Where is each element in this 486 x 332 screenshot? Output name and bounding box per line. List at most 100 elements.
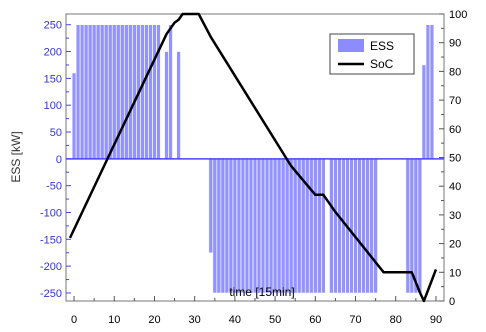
x-axis: 0 10 20 30 40 50 60 70 80 90: [71, 296, 442, 326]
ess-bar: [124, 24, 129, 160]
ess-bar: [128, 24, 133, 160]
ess-bar: [333, 158, 338, 294]
ess-bar: [373, 158, 378, 294]
x-tick-label: 0: [71, 314, 77, 326]
legend-label-ess: ESS: [370, 39, 394, 53]
y-axis-right: 0 10 20 30 40 50 60 70 80 90 100: [439, 9, 467, 308]
x-tick-label: 90: [430, 314, 442, 326]
y-tick-label: 50: [50, 127, 62, 139]
ess-bar: [252, 158, 258, 294]
legend-label-soc: SoC: [370, 57, 394, 71]
ess-bar: [96, 24, 101, 160]
ess-bar: [176, 51, 181, 160]
y-axis-label: ESS [kW]: [9, 131, 23, 182]
ess-bar: [236, 158, 241, 294]
ess-bar: [357, 158, 362, 294]
x-tick-label: 10: [108, 314, 120, 326]
ess-bar: [413, 158, 418, 294]
ess-bar: [248, 158, 254, 294]
ess-bar: [208, 158, 213, 253]
ess-bar: [132, 24, 137, 160]
ess-bar: [277, 158, 282, 294]
ess-bar: [417, 158, 422, 294]
ess-bar: [92, 24, 97, 160]
ess-bar: [305, 158, 310, 294]
y2-tick-label: 60: [449, 124, 461, 136]
ess-bar: [140, 24, 145, 160]
ess-bar: [349, 158, 354, 294]
ess-bar: [120, 24, 125, 160]
x-tick-label: 70: [349, 314, 361, 326]
y-axis-left: -250 -200 -150 -100 -50 0 50 100 150 200 250: [40, 20, 71, 300]
y2-tick-label: 30: [449, 210, 461, 222]
y-tick-label: 250: [44, 20, 62, 32]
y2-tick-label: 40: [449, 181, 461, 193]
ess-bar: [341, 158, 346, 294]
y-tick-label: 150: [44, 73, 62, 85]
ess-bar: [309, 158, 314, 294]
ess-bar: [260, 158, 266, 294]
x-tick-label: 50: [269, 314, 281, 326]
ess-bar: [293, 158, 298, 294]
ess-bar: [273, 158, 278, 294]
x-tick-label: 80: [390, 314, 402, 326]
y-tick-label: -50: [46, 181, 62, 193]
y-tick-label: -250: [40, 288, 62, 300]
ess-bar: [164, 51, 169, 160]
ess-bar: [152, 24, 157, 160]
y-tick-label: -150: [40, 234, 62, 246]
ess-bar: [285, 158, 290, 294]
ess-bar: [80, 24, 85, 160]
ess-bar: [313, 158, 318, 294]
y2-tick-label: 20: [449, 239, 461, 251]
ess-bar: [100, 24, 105, 160]
ess-bar: [104, 24, 109, 160]
legend: ESS SoC: [329, 33, 415, 75]
y2-tick-label: 100: [449, 9, 467, 21]
ess-bar: [244, 158, 250, 294]
soc-line: [68, 12, 438, 303]
ess-bar: [365, 158, 370, 294]
y-tick-label: 200: [44, 47, 62, 59]
ess-bar: [361, 158, 366, 294]
ess-bar: [224, 158, 229, 294]
ess-bar: [425, 24, 430, 160]
legend-swatch-ess: [338, 39, 364, 52]
ess-bar: [112, 24, 117, 160]
ess-bar: [317, 158, 322, 294]
ess-bar: [71, 72, 77, 160]
ess-bar: [369, 158, 374, 294]
ess-bar: [269, 158, 274, 294]
ess-bar: [88, 24, 93, 160]
ess-bar: [232, 158, 237, 294]
ess-bar: [265, 158, 270, 294]
y2-tick-label: 50: [449, 153, 461, 165]
ess-bar: [144, 24, 149, 160]
ess-bar: [429, 24, 434, 160]
ess-bar: [337, 158, 342, 294]
y-tick-label: -200: [40, 261, 62, 273]
x-tick-label: 20: [148, 314, 160, 326]
ess-bar: [84, 24, 89, 160]
x-tick-label: 30: [189, 314, 201, 326]
ess-bar: [289, 158, 294, 294]
ess-bar: [256, 158, 262, 294]
ess-bar: [353, 158, 358, 294]
ess-bar: [421, 64, 426, 160]
x-tick-label: 60: [309, 314, 321, 326]
y-tick-label: 100: [44, 100, 62, 112]
ess-bar: [156, 24, 161, 160]
y2-tick-label: 90: [449, 38, 461, 50]
ess-bar: [148, 24, 153, 160]
ess-bar: [108, 24, 113, 160]
ess-bar: [168, 24, 173, 160]
ess-bar: [216, 158, 221, 294]
x-tick-label: 40: [229, 314, 241, 326]
y2-tick-label: 80: [449, 66, 461, 78]
ess-bar: [329, 158, 334, 294]
y2-tick-label: 10: [449, 267, 461, 279]
y-tick-label: 0: [56, 154, 62, 166]
ess-bar: [240, 158, 245, 294]
x-axis-label: time [15min]: [229, 285, 294, 299]
